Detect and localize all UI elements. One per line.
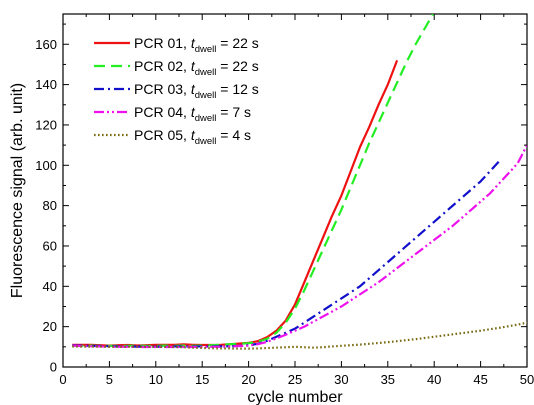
legend-label-2: PCR 02, tdwell = 22 s <box>134 58 259 78</box>
x-tick-label: 5 <box>106 372 113 387</box>
legend-label-1: PCR 01, tdwell = 22 s <box>134 35 259 55</box>
x-axis-title: cycle number <box>247 389 343 405</box>
y-tick-label: 40 <box>43 279 57 294</box>
x-tick-label: 15 <box>195 372 209 387</box>
y-tick-label: 60 <box>43 238 57 253</box>
legend-label-4: PCR 04, tdwell = 7 s <box>134 104 251 124</box>
legend-label-3: PCR 03, tdwell = 12 s <box>134 81 259 101</box>
y-tick-label: 140 <box>35 77 57 92</box>
x-tick-label: 20 <box>241 372 255 387</box>
y-tick-label: 20 <box>43 319 57 334</box>
y-tick-label: 80 <box>43 198 57 213</box>
y-tick-label: 120 <box>35 117 57 132</box>
legend: PCR 01, tdwell = 22 s PCR 02, tdwell = 22… <box>94 35 259 147</box>
x-tick-label: 10 <box>149 372 163 387</box>
x-tick-label: 45 <box>473 372 487 387</box>
tick-layer: 0 5 10 15 20 25 30 35 40 45 50 0 20 40 60 80 100 120 140 16… <box>35 14 534 387</box>
plot-frame <box>62 13 528 368</box>
x-tick-label: 30 <box>334 372 348 387</box>
y-axis-title: Fluorescence signal (arb. unit) <box>9 83 26 298</box>
x-tick-label: 25 <box>288 372 302 387</box>
series-line-4 <box>72 144 527 349</box>
x-tick-label: 50 <box>520 372 534 387</box>
x-tick-label: 40 <box>427 372 441 387</box>
y-tick-label: 160 <box>35 37 57 52</box>
y-tick-label: 0 <box>50 360 57 375</box>
x-tick-label: 35 <box>381 372 395 387</box>
series-line-3 <box>72 160 500 348</box>
x-tick-label: 0 <box>59 372 66 387</box>
y-tick-label: 100 <box>35 158 57 173</box>
legend-label-5: PCR 05, tdwell = 4 s <box>134 127 251 147</box>
series-layer <box>72 14 527 350</box>
